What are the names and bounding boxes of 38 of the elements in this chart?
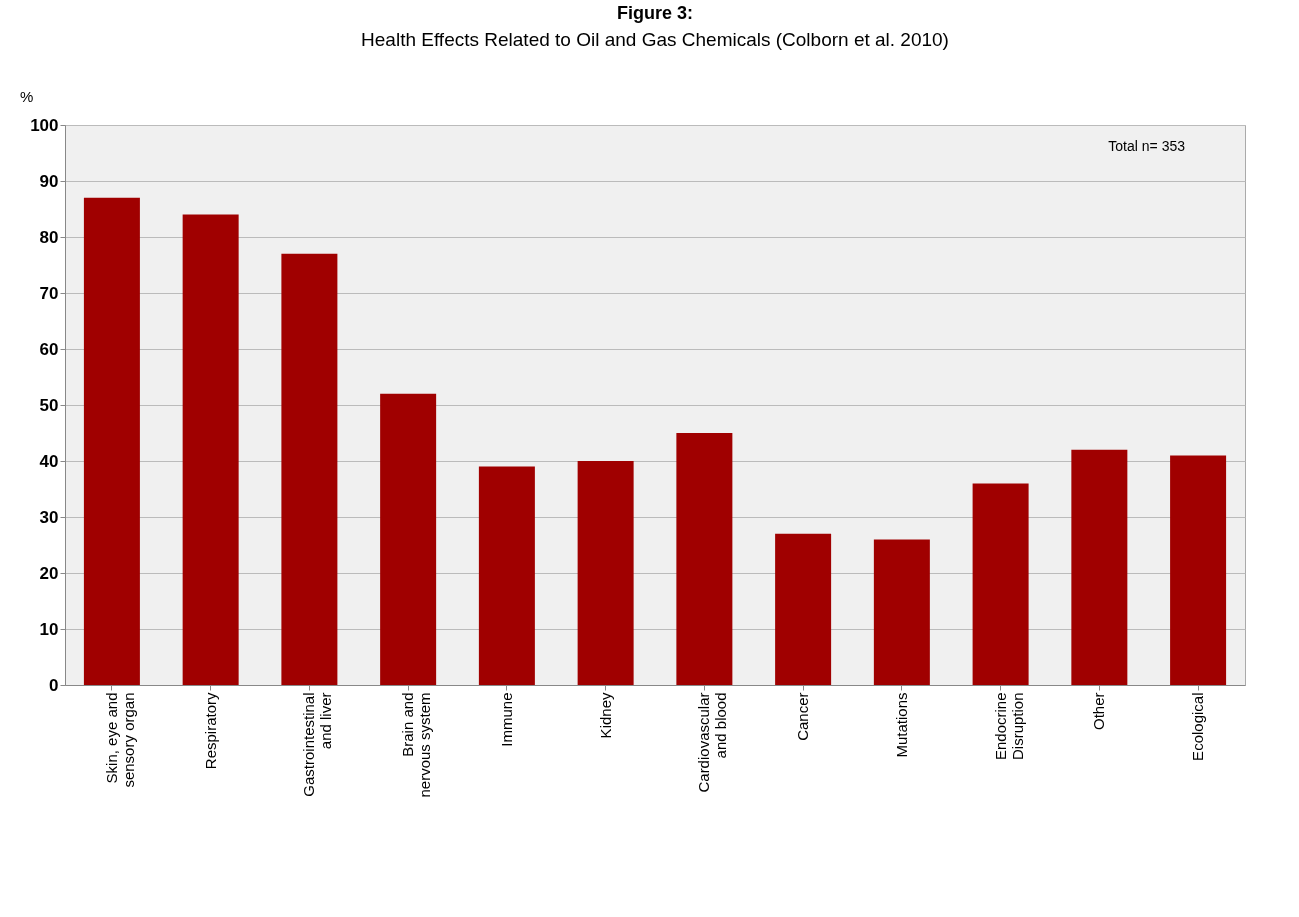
- bar: [83, 197, 140, 685]
- annotation: Total n= 353: [1108, 138, 1186, 154]
- bar: [676, 433, 733, 685]
- x-tick-label: Respiratory: [201, 692, 219, 770]
- y-tick-label: 80: [39, 227, 59, 247]
- y-axis-title: %: [20, 88, 34, 105]
- x-tick-label: Cardiovascular and blood: [695, 692, 730, 793]
- y-tick-label: 0: [49, 675, 59, 695]
- y-tick-label: 100: [30, 115, 59, 135]
- x-tick-label: Endocrine Disruption: [991, 692, 1026, 761]
- y-tick-label: 20: [39, 563, 59, 583]
- y-tick-label: 40: [39, 451, 59, 471]
- y-tick-label: 90: [39, 171, 59, 191]
- x-tick-label: Mutations: [892, 692, 910, 758]
- bar: [972, 483, 1029, 685]
- y-tick-label: 10: [39, 619, 59, 639]
- bar: [380, 393, 437, 685]
- x-tick-label: Cancer: [794, 692, 812, 741]
- bar: [1071, 449, 1128, 685]
- x-tick-label: Other: [1090, 692, 1108, 731]
- bar: [1170, 455, 1227, 685]
- bar: [775, 533, 832, 685]
- y-tick-label: 70: [39, 283, 59, 303]
- chart-subtitle: Health Effects Related to Oil and Gas Chemicals (Colborn et al. 2010): [361, 29, 949, 50]
- bar: [281, 253, 338, 685]
- y-tick-label: 30: [39, 507, 59, 527]
- x-tick-label: Kidney: [596, 692, 614, 739]
- x-tick-label: Immune: [497, 692, 515, 747]
- y-tick-label: 50: [39, 395, 59, 415]
- x-tick-label: Gastrointestinal and liver: [300, 692, 335, 797]
- x-tick-label: Ecological: [1189, 692, 1207, 761]
- bar: [577, 461, 634, 685]
- bar: [182, 214, 239, 685]
- bar: [873, 539, 930, 685]
- bar: [478, 466, 535, 685]
- y-tick-label: 60: [39, 339, 59, 359]
- chart-title: Figure 3:: [616, 3, 694, 23]
- x-tick-label: Skin, eye and sensory organ: [102, 692, 137, 788]
